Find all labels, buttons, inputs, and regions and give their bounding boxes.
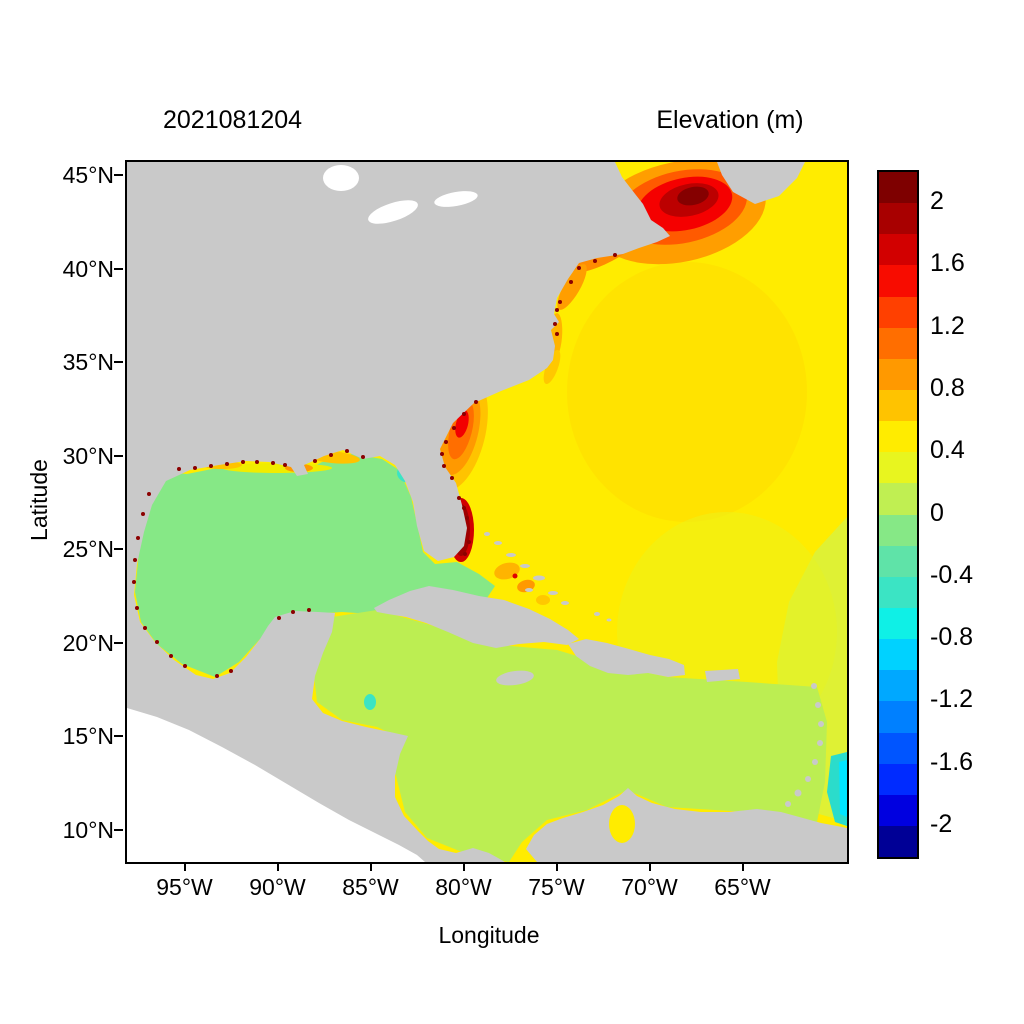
y-tick-label: 10°N — [62, 816, 114, 843]
colorbar — [877, 170, 919, 859]
colorbar-segment — [879, 172, 917, 204]
colorbar-segment — [879, 452, 917, 484]
colorbar-segment — [879, 701, 917, 733]
y-tick-label: 30°N — [62, 442, 114, 469]
colorbar-segment — [879, 327, 917, 359]
colorbar-tick-label: 0 — [930, 498, 944, 527]
colorbar-segment — [879, 514, 917, 546]
y-tick-label: 40°N — [62, 255, 114, 282]
colorbar-tick-label: -2 — [930, 809, 953, 838]
colorbar-segment — [879, 794, 917, 826]
colorbar-tick-label: 0.8 — [930, 373, 965, 402]
colorbar-tick-label: -1.2 — [930, 685, 974, 714]
y-tick-mark — [114, 454, 123, 457]
map-canvas — [127, 162, 847, 862]
x-tick-label: 95°W — [156, 874, 213, 900]
y-tick-mark — [114, 174, 123, 176]
pacific-white-region — [127, 708, 425, 862]
colorbar-tick-label: 1.2 — [930, 311, 965, 340]
x-tick-label: 75°W — [528, 874, 585, 900]
island-puerto-rico — [705, 669, 740, 682]
colorbar-segment — [879, 763, 917, 795]
lake-maracaibo — [609, 805, 635, 843]
right-title: Elevation (m) — [656, 106, 804, 134]
x-tick-mark — [648, 862, 651, 871]
islands — [374, 532, 824, 807]
y-tick-mark — [114, 828, 123, 831]
x-tick-mark — [183, 862, 186, 871]
x-tick-label: 85°W — [342, 874, 399, 900]
island-cuba — [374, 586, 579, 648]
colorbar-tick-label: -0.8 — [930, 623, 974, 652]
colorbar-tick-label: 0.4 — [930, 436, 965, 465]
colorbar-segment — [879, 296, 917, 328]
colorbar-segment — [879, 421, 917, 453]
colorbar-segment — [879, 483, 917, 515]
ocean-gulf-of-mexico — [135, 454, 495, 677]
x-tick-mark — [276, 862, 279, 871]
colorbar-segment — [879, 670, 917, 702]
colorbar-segment — [879, 639, 917, 671]
y-tick-mark — [114, 641, 123, 644]
colorbar-segment — [879, 576, 917, 608]
y-tick-mark — [114, 548, 123, 550]
colorbar-segment — [879, 732, 917, 764]
plot-area — [125, 160, 849, 864]
x-axis-label: Longitude — [438, 922, 540, 948]
y-tick-label: 35°N — [62, 349, 114, 375]
colorbar-segment — [879, 358, 917, 390]
ocean-caribbean — [313, 610, 827, 862]
great-lakes — [323, 165, 478, 224]
colorbar-tick-label: 1.6 — [930, 249, 965, 278]
x-tick-label: 90°W — [249, 874, 306, 900]
y-tick-label: 20°N — [62, 629, 114, 656]
colorbar-tick-label: 2 — [930, 187, 944, 216]
left-title: 2021081204 — [163, 106, 303, 134]
island-hispaniola — [568, 639, 685, 677]
x-tick-label: 80°W — [435, 874, 492, 900]
x-tick-label: 70°W — [621, 874, 678, 900]
land-south-america — [526, 788, 847, 862]
y-tick-label: 25°N — [62, 536, 114, 562]
colorbar-segment — [879, 825, 917, 858]
y-tick-label: 15°N — [62, 723, 114, 749]
x-tick-label: 65°W — [714, 874, 771, 900]
islands-bahamas — [484, 532, 612, 622]
coastal-speckles — [132, 253, 617, 678]
colorbar-segment — [879, 545, 917, 577]
colorbar-segment — [879, 389, 917, 422]
colorbar-segment — [879, 607, 917, 640]
y-tick-mark — [114, 735, 123, 737]
land-north-america — [127, 162, 670, 862]
colorbar-segment — [879, 265, 917, 297]
y-tick-mark — [114, 267, 123, 270]
colorbar-segment — [879, 203, 917, 235]
x-tick-mark — [369, 862, 372, 871]
land-nova-scotia — [717, 162, 805, 204]
colorbar-segment — [879, 234, 917, 266]
island-jamaica — [496, 670, 534, 686]
y-tick-mark — [114, 361, 123, 363]
islands-lesser-antilles — [785, 683, 824, 807]
x-tick-mark — [462, 862, 465, 871]
venezuela-cool-strip — [827, 752, 847, 826]
y-tick-label: 45°N — [62, 162, 114, 188]
colorbar-tick-label: -1.6 — [930, 747, 974, 776]
x-tick-mark — [555, 862, 558, 871]
x-tick-mark — [741, 862, 744, 871]
colorbar-tick-label: -0.4 — [930, 560, 974, 589]
